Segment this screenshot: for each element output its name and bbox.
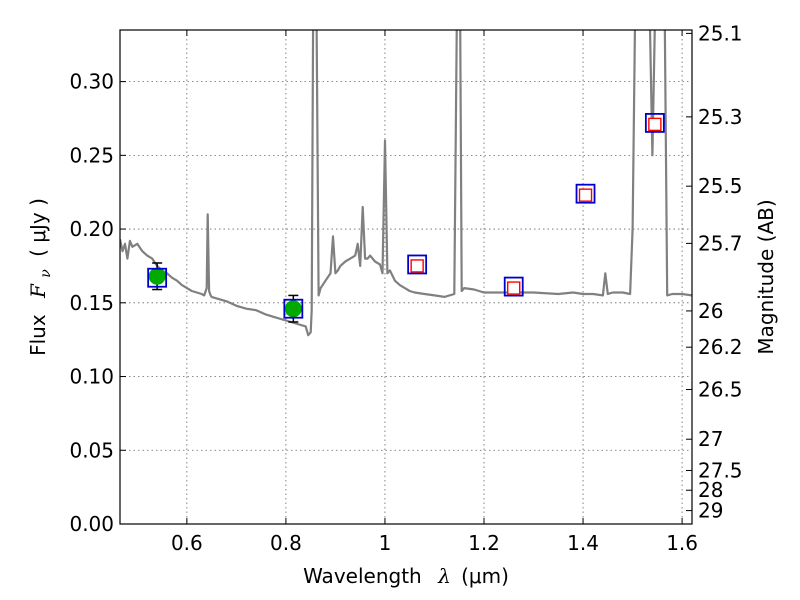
y2-tick-label: 25.3: [698, 105, 743, 129]
synthetic-photometry-point: [507, 281, 521, 295]
y2-tick-label: 25.1: [698, 21, 743, 45]
x-tick-label: 0.6: [171, 531, 203, 555]
y2-tick-label: 25.5: [698, 174, 743, 198]
y2-axis-title: Magnitude (AB): [754, 199, 778, 354]
y-tick-label: 0.20: [69, 217, 114, 241]
x-axis-title-unit: (μm): [461, 564, 509, 588]
x-tick-label: 1.4: [567, 531, 599, 555]
x-tick-label: 1: [379, 531, 392, 555]
y-axis-title-unit: ( μJy ): [26, 198, 50, 257]
model-spectrum-line: [120, 30, 692, 337]
y-tick-label: 0.00: [69, 512, 114, 536]
model-photometry-point: [503, 276, 524, 297]
x-axis-title: Wavelength λ (μm): [303, 564, 509, 588]
model-photometry-point: [407, 254, 428, 275]
markers: [147, 113, 665, 323]
y-tick-label: 0.05: [69, 438, 114, 462]
y2-tick-label: 28: [698, 478, 723, 502]
x-axis-title-symbol: λ: [437, 564, 451, 588]
x-tick-label: 1.2: [468, 531, 500, 555]
plot-frame: [119, 29, 693, 525]
y2-tick-label: 26.2: [698, 335, 743, 359]
y2-tick-label: 25.7: [698, 231, 743, 255]
y2-tick-label: 27.5: [698, 458, 743, 482]
axes: 0.6 0.8 1 1.2 1.4 1.6 0.00 0.05 0.10 0.15 0.20 0.25…: [69, 21, 742, 555]
y-axis-title: Flux F ν ( μJy ): [26, 198, 55, 356]
y-axis-title-symbol: F: [26, 283, 50, 299]
observed-point: [148, 267, 166, 285]
observed-point: [284, 300, 302, 318]
model-photometry-point: [575, 183, 596, 204]
x-axis-title-text: Wavelength: [303, 564, 422, 588]
y2-tick-label: 26: [698, 299, 723, 323]
grid: [120, 30, 692, 524]
plot-area: [120, 30, 692, 337]
model-photometry-point: [644, 113, 665, 133]
synthetic-photometry-point: [410, 259, 424, 273]
model-photometry-point: [147, 267, 168, 288]
y-tick-label: 0.15: [69, 291, 114, 315]
y-axis-title-subscript: ν: [38, 269, 54, 278]
y2-tick-label: 29: [698, 499, 723, 523]
x-tick-label: 0.8: [270, 531, 302, 555]
y2-tick-label: 26.5: [698, 378, 743, 402]
synthetic-photometry-point: [578, 188, 593, 202]
y2-tick-label: 27: [698, 427, 723, 451]
y-tick-label: 0.25: [69, 143, 114, 167]
synthetic-photometry-point: [648, 117, 662, 132]
y-tick-label: 0.30: [69, 70, 114, 94]
x-tick-label: 1.6: [666, 531, 698, 555]
model-photometry-point: [283, 298, 304, 319]
y-axis-title-text: Flux: [26, 314, 50, 356]
y-tick-label: 0.10: [69, 365, 114, 389]
